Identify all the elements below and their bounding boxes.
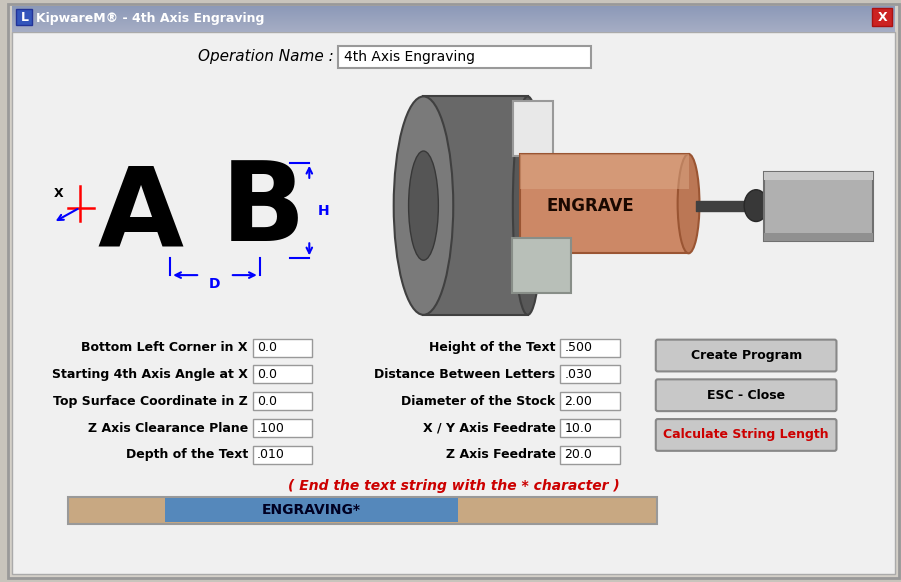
FancyBboxPatch shape <box>13 25 895 26</box>
FancyBboxPatch shape <box>656 419 836 451</box>
FancyBboxPatch shape <box>13 16 895 17</box>
Text: 0.0: 0.0 <box>257 341 277 354</box>
FancyBboxPatch shape <box>13 29 895 30</box>
Text: X / Y Axis Feedrate: X / Y Axis Feedrate <box>423 421 556 435</box>
Ellipse shape <box>394 97 453 315</box>
FancyBboxPatch shape <box>764 233 873 242</box>
FancyBboxPatch shape <box>872 8 892 26</box>
Text: X: X <box>53 187 63 200</box>
Text: .030: .030 <box>564 368 592 381</box>
Ellipse shape <box>678 154 699 253</box>
Text: H: H <box>317 204 329 218</box>
Text: Operation Name :: Operation Name : <box>198 49 334 64</box>
Text: Starting 4th Axis Angle at X: Starting 4th Axis Angle at X <box>52 368 248 381</box>
Text: ESC - Close: ESC - Close <box>707 389 785 402</box>
Text: D: D <box>209 277 221 291</box>
Text: 0.0: 0.0 <box>257 368 277 381</box>
Text: 20.0: 20.0 <box>564 448 592 462</box>
FancyBboxPatch shape <box>13 24 895 25</box>
FancyBboxPatch shape <box>252 419 313 437</box>
FancyBboxPatch shape <box>13 14 895 15</box>
FancyBboxPatch shape <box>13 6 895 32</box>
FancyBboxPatch shape <box>13 12 895 13</box>
Text: Create Program: Create Program <box>690 349 802 362</box>
Text: Z Axis Clearance Plane: Z Axis Clearance Plane <box>87 421 248 435</box>
Text: X: X <box>878 11 887 24</box>
FancyBboxPatch shape <box>764 172 873 180</box>
FancyBboxPatch shape <box>13 20 895 21</box>
Ellipse shape <box>513 97 542 315</box>
FancyBboxPatch shape <box>13 17 895 18</box>
FancyBboxPatch shape <box>764 172 873 242</box>
FancyBboxPatch shape <box>68 496 657 524</box>
Text: Depth of the Text: Depth of the Text <box>125 448 248 462</box>
FancyBboxPatch shape <box>13 8 895 9</box>
FancyBboxPatch shape <box>338 46 591 68</box>
FancyBboxPatch shape <box>13 32 895 574</box>
Ellipse shape <box>744 190 768 222</box>
FancyBboxPatch shape <box>656 340 836 371</box>
FancyBboxPatch shape <box>252 339 313 357</box>
FancyBboxPatch shape <box>560 446 620 464</box>
FancyBboxPatch shape <box>13 15 895 16</box>
FancyBboxPatch shape <box>252 392 313 410</box>
FancyBboxPatch shape <box>13 30 895 31</box>
FancyBboxPatch shape <box>13 31 895 32</box>
Text: 4th Axis Engraving: 4th Axis Engraving <box>344 49 475 63</box>
Text: ( End the text string with the * character ): ( End the text string with the * charact… <box>288 478 620 492</box>
Text: B: B <box>220 157 305 264</box>
FancyBboxPatch shape <box>13 18 895 19</box>
Text: 2.00: 2.00 <box>564 395 592 408</box>
Text: Height of the Text: Height of the Text <box>429 341 556 354</box>
FancyBboxPatch shape <box>252 365 313 384</box>
Text: ENGRAVING*: ENGRAVING* <box>262 503 360 517</box>
Text: KipwareM® - 4th Axis Engraving: KipwareM® - 4th Axis Engraving <box>36 12 265 26</box>
FancyBboxPatch shape <box>252 446 313 464</box>
Text: A: A <box>97 162 184 269</box>
FancyBboxPatch shape <box>513 101 552 156</box>
Text: .500: .500 <box>564 341 593 354</box>
FancyBboxPatch shape <box>13 11 895 12</box>
FancyBboxPatch shape <box>13 19 895 20</box>
Text: L: L <box>21 11 29 24</box>
Text: ENGRAVE: ENGRAVE <box>547 197 634 215</box>
FancyBboxPatch shape <box>16 9 32 25</box>
Text: Distance Between Letters: Distance Between Letters <box>375 368 556 381</box>
FancyBboxPatch shape <box>560 339 620 357</box>
FancyBboxPatch shape <box>13 21 895 22</box>
FancyBboxPatch shape <box>560 419 620 437</box>
Text: Calculate String Length: Calculate String Length <box>663 428 829 442</box>
FancyBboxPatch shape <box>13 6 895 7</box>
FancyBboxPatch shape <box>13 28 895 29</box>
FancyBboxPatch shape <box>560 365 620 384</box>
FancyBboxPatch shape <box>520 154 688 189</box>
FancyBboxPatch shape <box>560 392 620 410</box>
Text: Z Axis Feedrate: Z Axis Feedrate <box>445 448 556 462</box>
Ellipse shape <box>408 151 439 260</box>
FancyBboxPatch shape <box>13 9 895 10</box>
Text: .010: .010 <box>257 448 285 462</box>
FancyBboxPatch shape <box>166 499 459 522</box>
Text: 10.0: 10.0 <box>564 421 592 435</box>
FancyBboxPatch shape <box>656 379 836 411</box>
FancyBboxPatch shape <box>13 26 895 27</box>
FancyBboxPatch shape <box>520 154 688 253</box>
FancyBboxPatch shape <box>512 239 571 293</box>
Text: Top Surface Coordinate in Z: Top Surface Coordinate in Z <box>53 395 248 408</box>
Text: Bottom Left Corner in X: Bottom Left Corner in X <box>81 341 248 354</box>
FancyBboxPatch shape <box>13 27 895 28</box>
FancyBboxPatch shape <box>13 22 895 23</box>
FancyBboxPatch shape <box>13 7 895 8</box>
FancyBboxPatch shape <box>13 10 895 11</box>
FancyBboxPatch shape <box>8 4 899 578</box>
FancyBboxPatch shape <box>423 97 528 315</box>
FancyBboxPatch shape <box>13 13 895 14</box>
Text: Diameter of the Stock: Diameter of the Stock <box>401 395 556 408</box>
Text: .100: .100 <box>257 421 285 435</box>
FancyBboxPatch shape <box>13 23 895 24</box>
Text: 0.0: 0.0 <box>257 395 277 408</box>
